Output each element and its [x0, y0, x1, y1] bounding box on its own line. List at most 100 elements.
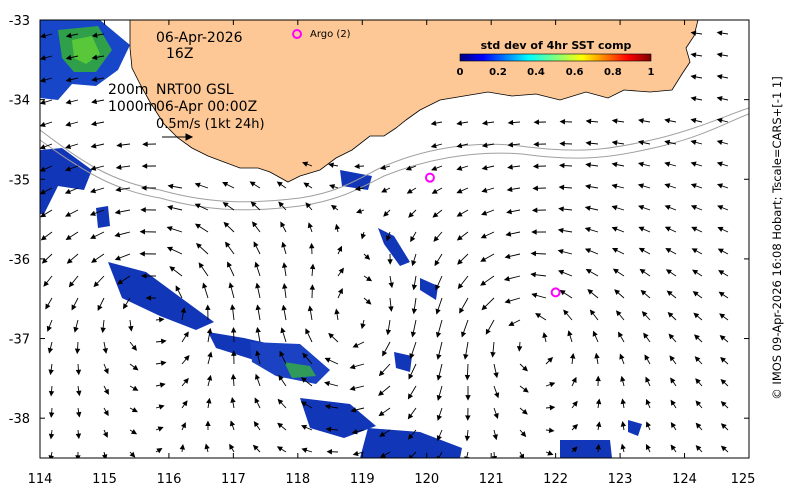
- current-vector-head: [692, 269, 699, 275]
- current-vector-head: [198, 262, 204, 269]
- current-vector-head: [690, 183, 697, 189]
- current-vector-head: [385, 235, 392, 242]
- colorbar: std dev of 4hr SST comp 0 0.2 0.4 0.6 0.…: [457, 39, 655, 78]
- current-vector-head: [532, 185, 539, 192]
- current-vector-head: [695, 422, 702, 429]
- current-vector-head: [91, 54, 98, 60]
- current-vector-head: [716, 30, 723, 36]
- current-vector-head: [40, 234, 47, 241]
- current-vector-head: [349, 363, 356, 370]
- current-vector-head: [531, 292, 538, 299]
- y-tick-label: -36: [9, 253, 30, 268]
- colorbar-tick-label: 0.6: [566, 67, 584, 78]
- x-tick-label: 115: [92, 472, 117, 487]
- current-vector-head: [194, 223, 201, 229]
- current-vector-head: [595, 421, 602, 428]
- current-vector-head: [382, 350, 388, 357]
- current-vector-head: [638, 205, 645, 211]
- current-vector-head: [364, 254, 371, 260]
- product-label: NRT00 GSL: [156, 82, 234, 98]
- current-vector-head: [717, 205, 724, 211]
- current-vector-head: [719, 335, 726, 341]
- current-vector-head: [436, 394, 442, 401]
- current-vector-head: [465, 395, 471, 401]
- current-vector-head: [667, 311, 674, 318]
- current-vector-head: [130, 429, 138, 435]
- current-vector-head: [169, 266, 176, 272]
- current-vector-head: [516, 346, 523, 352]
- current-vector-head: [65, 143, 72, 149]
- current-vector-head: [337, 287, 343, 295]
- current-vector-head: [254, 373, 261, 380]
- current-vector-head: [638, 247, 645, 253]
- current-vector-head: [639, 268, 646, 275]
- current-vector-head: [65, 54, 72, 61]
- current-vector-head: [91, 76, 98, 83]
- current-vector-head: [158, 316, 165, 323]
- current-vector-head: [557, 227, 564, 234]
- current-vector-head: [206, 374, 213, 381]
- current-vector-head: [65, 32, 72, 39]
- current-vector-head: [431, 188, 438, 194]
- current-vector-head: [378, 390, 385, 396]
- current-vector-head: [594, 352, 600, 359]
- current-vector-head: [97, 304, 103, 311]
- y-tick-label: -34: [9, 94, 30, 109]
- current-vector-head: [506, 208, 512, 215]
- current-vector-head: [183, 377, 189, 384]
- current-vector-head: [465, 415, 471, 421]
- current-vector-head: [485, 328, 491, 335]
- current-vector-head: [664, 183, 671, 189]
- current-vector-head: [494, 392, 500, 399]
- current-vector-head: [690, 117, 697, 124]
- current-vector-head: [407, 433, 414, 440]
- current-vector-head: [637, 183, 644, 189]
- current-vector-head: [645, 421, 651, 428]
- current-vector-head: [612, 248, 619, 253]
- current-vector-head: [563, 309, 569, 316]
- current-vector-head: [694, 356, 701, 363]
- current-vector-head: [90, 165, 97, 171]
- current-vector-head: [307, 305, 314, 312]
- current-vector-head: [670, 377, 676, 384]
- current-vector-head: [505, 231, 512, 237]
- current-vector-head: [91, 98, 98, 105]
- current-vector-head: [411, 308, 418, 315]
- current-vector-head: [408, 373, 414, 380]
- current-vector-head: [690, 74, 697, 80]
- argo-legend-label: Argo (2): [310, 29, 351, 40]
- current-vector-head: [114, 232, 121, 238]
- current-vector-head: [305, 202, 312, 209]
- current-vector-head: [690, 205, 697, 211]
- current-vector-head: [254, 261, 260, 268]
- x-tick-label: 123: [608, 472, 633, 487]
- current-vector-head: [48, 433, 55, 440]
- current-vector-head: [503, 276, 510, 282]
- current-vector: [438, 451, 443, 458]
- current-vector-head: [90, 120, 97, 127]
- current-vector-head: [141, 185, 147, 191]
- current-vector-head: [228, 282, 234, 289]
- current-vector-head: [716, 139, 723, 145]
- current-vector-head: [436, 374, 442, 381]
- current-vector-head: [230, 304, 236, 310]
- current-vector-head: [65, 99, 72, 105]
- current-vector-head: [330, 204, 337, 211]
- current-vector-head: [338, 267, 344, 274]
- current-vector-head: [410, 331, 417, 338]
- current-vector-head: [531, 207, 538, 213]
- current-vector-head: [46, 325, 52, 332]
- current-vector-head: [690, 30, 697, 36]
- current-vector-head: [366, 276, 373, 282]
- current-vector-head: [665, 269, 672, 275]
- current-vector-head: [506, 186, 513, 192]
- current-vector-head: [571, 446, 578, 453]
- current-vector-head: [114, 209, 121, 215]
- current-vector-head: [166, 226, 173, 232]
- current-vector-head: [65, 77, 72, 83]
- current-vector-head: [129, 451, 136, 458]
- current-vector-head: [587, 289, 594, 295]
- current-vector-head: [530, 250, 537, 257]
- current-vector-head: [378, 410, 385, 417]
- current-vector-head: [490, 351, 496, 358]
